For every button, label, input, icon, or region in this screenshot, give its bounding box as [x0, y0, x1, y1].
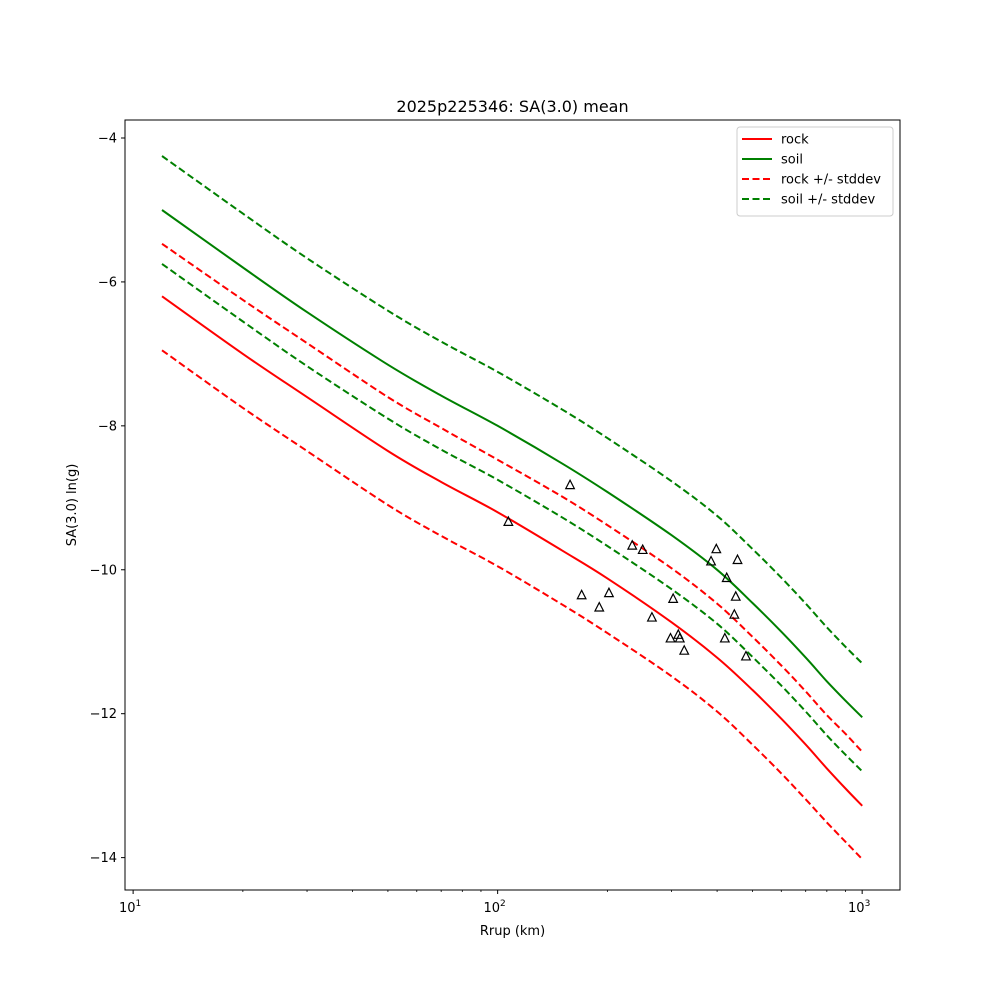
observation-point — [576, 589, 587, 600]
observation-point — [603, 586, 615, 598]
observation-point — [721, 571, 732, 583]
axes-frame — [124, 119, 901, 891]
observation-point — [729, 608, 740, 619]
legend: rock soil rock +/- stddev soil +/- stddev — [736, 126, 894, 217]
observation-point — [503, 515, 514, 526]
y-tick-label: −8 — [98, 419, 117, 434]
y-axis-label: SA(3.0) ln(g) — [65, 464, 80, 547]
y-tick-label: −14 — [90, 851, 117, 866]
x-axis-label: Rrup (km) — [480, 924, 545, 939]
observation-point — [593, 601, 605, 612]
legend-label: soil — [781, 153, 803, 168]
observation-point — [740, 650, 752, 661]
x-axis-ticks: 101 102 103 — [119, 890, 870, 916]
legend-label: rock — [781, 133, 809, 148]
observation-markers — [503, 478, 752, 661]
x-tick-label: 102 — [484, 899, 506, 916]
legend-label: rock +/- stddev — [781, 173, 881, 188]
observation-point — [626, 539, 638, 550]
series-line-soil-stddev-lower — [161, 263, 863, 773]
series-line-soil-stddev — [161, 155, 863, 665]
observation-point — [732, 553, 743, 565]
observation-point — [665, 632, 676, 643]
y-tick-label: −12 — [90, 707, 117, 722]
observation-point — [719, 632, 731, 643]
y-axis-ticks: −4 −6 −8 −10 −12 −14 — [90, 131, 125, 866]
observation-point — [637, 543, 648, 555]
observation-point — [705, 555, 717, 566]
x-tick-label: 101 — [119, 899, 141, 916]
plot-area — [161, 155, 863, 860]
chart-title: 2025p225346: SA(3.0) mean — [396, 97, 628, 116]
legend-box — [736, 126, 894, 217]
observation-point — [730, 590, 742, 601]
y-tick-label: −6 — [98, 275, 117, 290]
observation-point — [711, 542, 722, 554]
series-line-soil — [161, 209, 863, 719]
series-line-rock — [161, 295, 863, 807]
observation-point — [564, 478, 576, 490]
y-tick-label: −4 — [98, 131, 117, 146]
legend-label: soil +/- stddev — [781, 193, 876, 208]
observation-point — [678, 644, 690, 655]
observation-point — [667, 592, 679, 603]
observation-point — [646, 611, 658, 622]
y-tick-label: −10 — [90, 563, 117, 578]
x-tick-label: 103 — [848, 899, 870, 916]
series-line-rock-stddev-lower — [161, 349, 863, 860]
observation-point — [674, 632, 686, 643]
